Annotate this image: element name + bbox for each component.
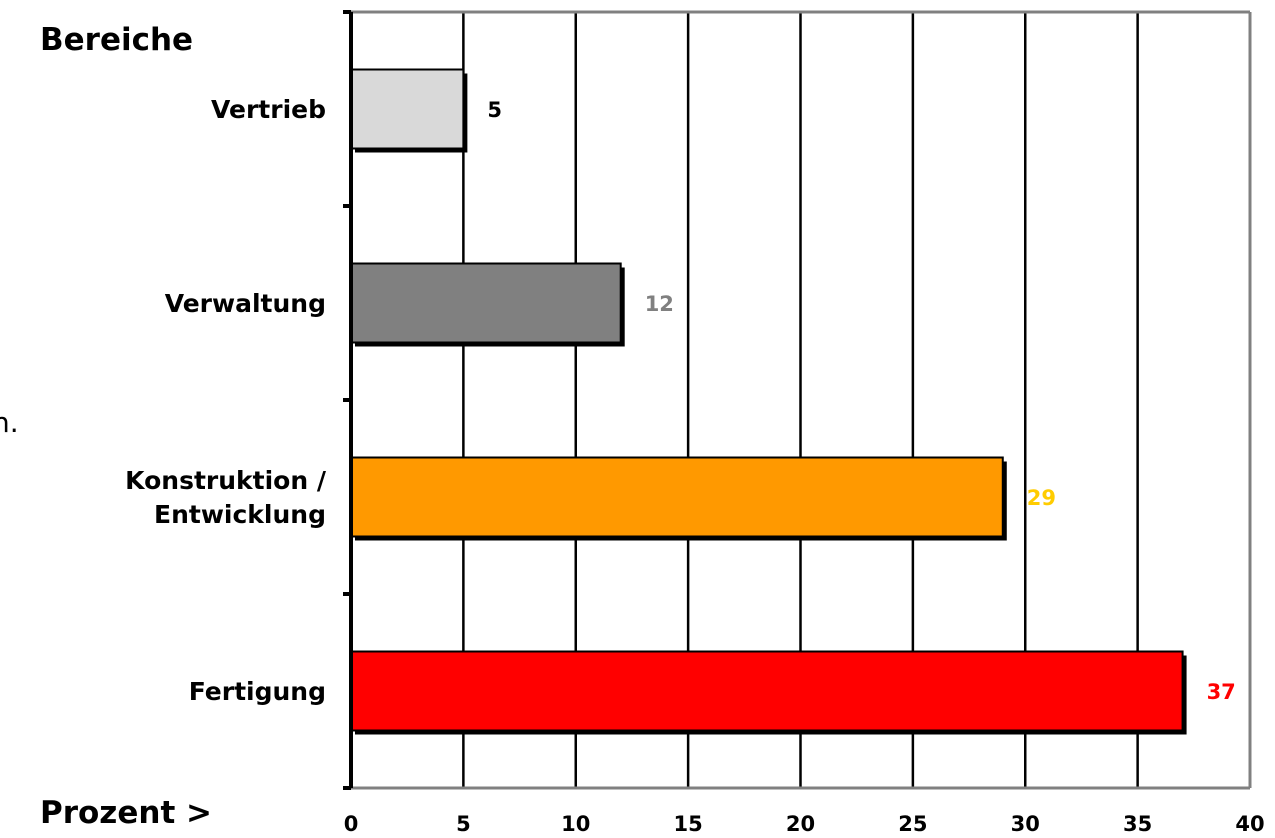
x-tick-label-5: 5: [456, 812, 471, 836]
grid-lines: [462, 12, 1139, 788]
plot-frame: [343, 10, 1252, 790]
category-label-3-0: Fertigung: [189, 677, 326, 706]
x-tick-label-25: 25: [898, 812, 927, 836]
x-tick-label-30: 30: [1011, 812, 1040, 836]
x-tick-label-35: 35: [1123, 812, 1152, 836]
x-tick-label-0: 0: [344, 812, 359, 836]
x-tick-label-20: 20: [786, 812, 815, 836]
y-axis-title: Bereiche: [40, 22, 193, 58]
category-label-2-1: Entwicklung: [154, 500, 326, 529]
bar-2: [350, 456, 1004, 538]
category-label-2-0: Konstruktion /: [125, 466, 327, 495]
stray-text-fragment: n.: [0, 406, 19, 439]
x-tick-label-40: 40: [1235, 812, 1264, 836]
value-label-3: 37: [1207, 680, 1236, 704]
x-tick-label-15: 15: [674, 812, 703, 836]
x-axis-title: Prozent >: [40, 795, 212, 831]
bar-0: [350, 68, 465, 150]
value-label-0: 5: [487, 98, 502, 122]
labels: 0 5 10 15 20 25 30 35 40 Vertrieb 5 Verwaltung 12 Kon…: [125, 95, 1264, 836]
x-tick-label-10: 10: [561, 812, 590, 836]
value-label-1: 12: [645, 292, 674, 316]
bar-3: [350, 650, 1184, 732]
category-label-0-0: Vertrieb: [211, 95, 326, 124]
bars: [350, 68, 1187, 735]
category-label-1-0: Verwaltung: [165, 289, 326, 318]
value-label-2: 29: [1027, 486, 1056, 510]
bar-1: [350, 262, 622, 344]
